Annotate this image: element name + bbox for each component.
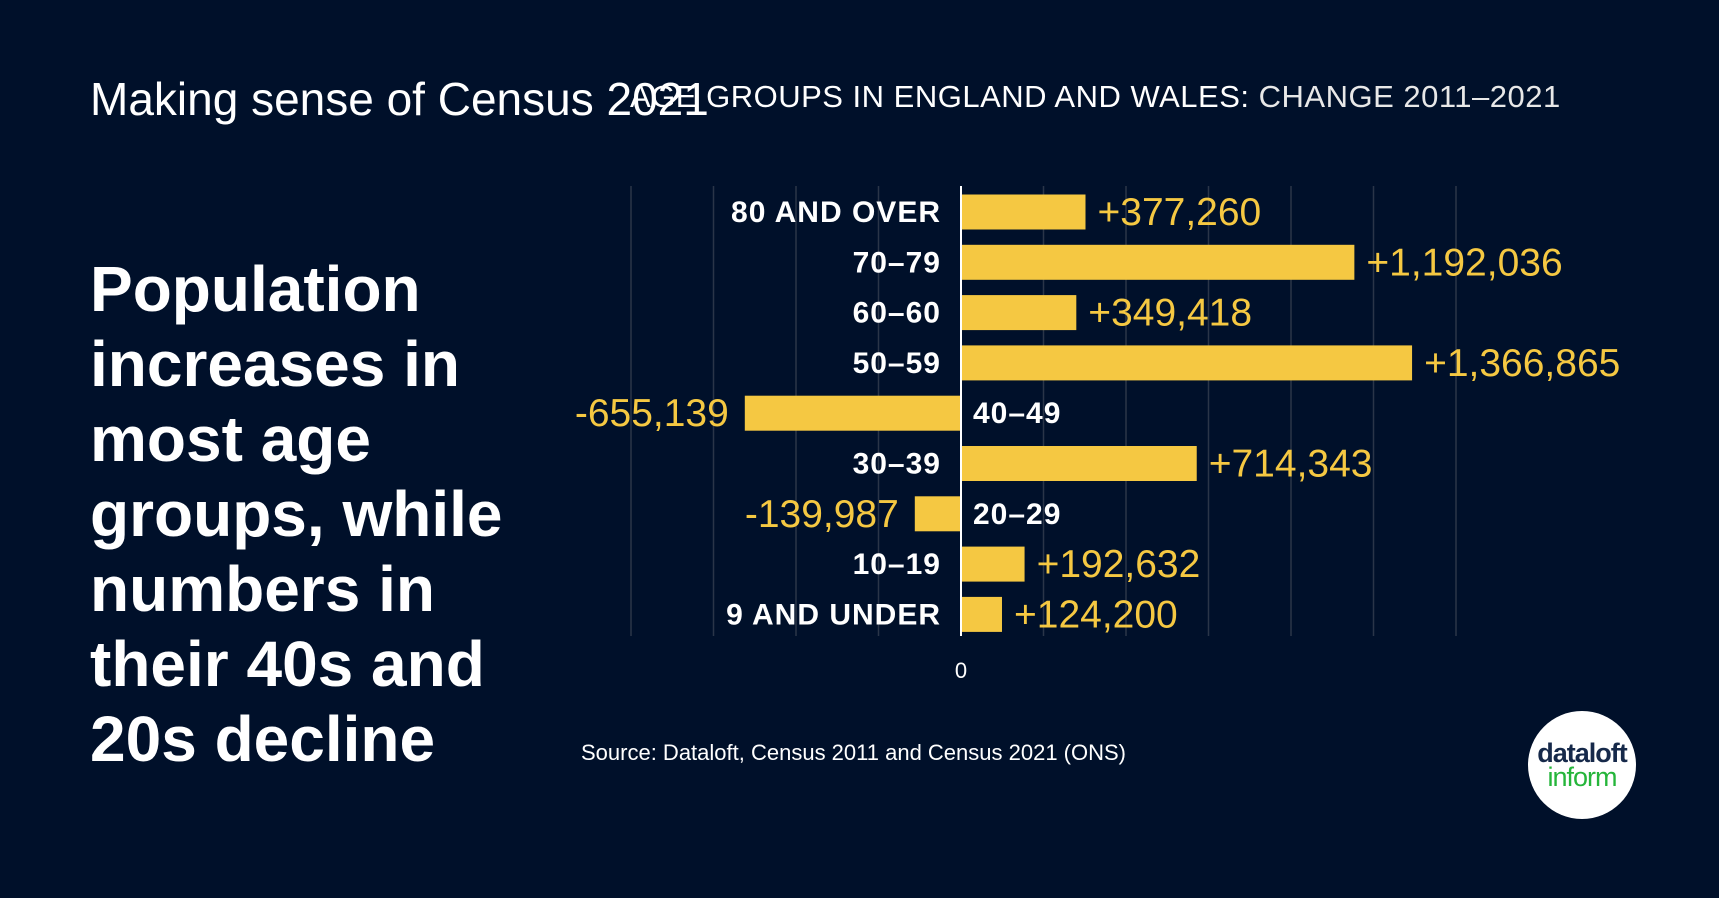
- category-label: 40–49: [973, 397, 1061, 430]
- data-label: +192,632: [1037, 543, 1201, 586]
- bar: [914, 496, 961, 532]
- category-label: 80 AND OVER: [731, 196, 941, 229]
- data-label: +714,343: [1209, 443, 1373, 486]
- data-label: +1,192,036: [1366, 241, 1562, 284]
- data-label: +124,200: [1014, 593, 1178, 636]
- category-label: 20–29: [973, 498, 1061, 531]
- logo-text-dataloft: dataloft: [1537, 738, 1627, 768]
- category-label: 50–59: [853, 347, 941, 380]
- logo-text-inform: inform: [1547, 762, 1617, 792]
- bar: [961, 295, 1077, 331]
- category-label: 30–39: [853, 448, 941, 481]
- data-label: +377,260: [1097, 191, 1261, 234]
- bar: [961, 446, 1197, 481]
- chart-title: AGE GROUPS IN ENGLAND AND WALES: CHANGE …: [630, 79, 1561, 114]
- bar: [961, 345, 1413, 381]
- chart-title-light: CHANGE 2011–2021: [1250, 79, 1561, 114]
- bar: [961, 194, 1086, 230]
- dataloft-inform-logo: dataloft inform: [1528, 711, 1636, 819]
- data-label: +349,418: [1088, 292, 1252, 335]
- bar: [744, 395, 961, 431]
- bar: [961, 546, 1025, 582]
- source-note: Source: Dataloft, Census 2011 and Census…: [581, 740, 1127, 765]
- headline: Population increases in most age groups,…: [90, 253, 503, 775]
- bar: [961, 596, 1002, 632]
- data-label: -139,987: [745, 493, 899, 536]
- category-label: 10–19: [853, 548, 941, 581]
- kicker-title: Making sense of Census 2021: [90, 73, 709, 125]
- category-label: 60–60: [853, 297, 941, 330]
- bar: [961, 244, 1355, 280]
- category-label: 9 AND UNDER: [726, 598, 941, 631]
- data-label: +1,366,865: [1424, 342, 1620, 385]
- chart-title-bold: AGE GROUPS IN ENGLAND AND WALES:: [630, 79, 1250, 114]
- data-label: -655,139: [575, 392, 729, 435]
- category-label: 70–79: [853, 246, 941, 279]
- x-tick-label-0: 0: [955, 658, 967, 683]
